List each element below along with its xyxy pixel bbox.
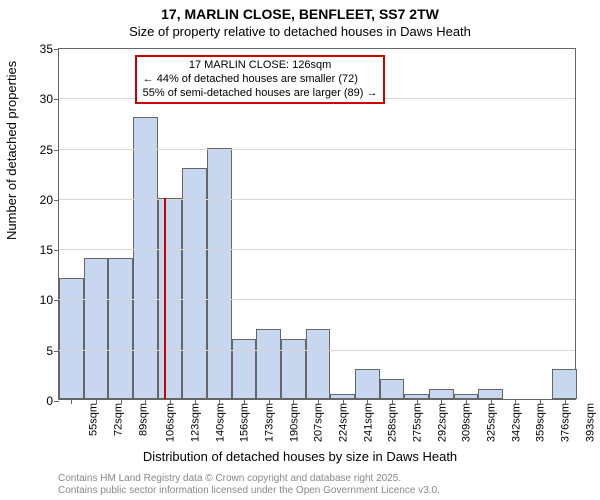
bar — [59, 278, 84, 399]
bar — [380, 379, 405, 399]
footer-line-1: Contains HM Land Registry data © Crown c… — [58, 473, 401, 484]
gridline — [59, 149, 575, 150]
bar — [182, 168, 207, 399]
x-tick-mark — [343, 399, 344, 404]
annotation-line-0: 17 MARLIN CLOSE: 126sqm — [143, 59, 378, 73]
x-tick-mark — [565, 399, 566, 404]
x-tick-mark — [318, 399, 319, 404]
x-tick-mark — [466, 399, 467, 404]
chart-container: 17, MARLIN CLOSE, BENFLEET, SS7 2TW Size… — [0, 0, 600, 500]
x-tick-label: 190sqm — [288, 403, 300, 442]
x-tick-mark — [170, 399, 171, 404]
x-tick-label: 376sqm — [560, 403, 572, 442]
y-tick-label: 0 — [46, 394, 53, 408]
y-tick-mark — [54, 401, 59, 402]
annotation-line-2: 55% of semi-detached houses are larger (… — [143, 87, 378, 101]
x-tick-label: 342sqm — [510, 403, 522, 442]
gridline — [59, 350, 575, 351]
x-tick-mark — [195, 399, 196, 404]
bar — [232, 339, 257, 399]
x-tick-label: 224sqm — [338, 403, 350, 442]
bar — [158, 198, 183, 399]
x-tick-label: 275sqm — [412, 403, 424, 442]
x-tick-mark — [269, 399, 270, 404]
x-tick-label: 72sqm — [113, 403, 125, 436]
x-tick-mark — [293, 399, 294, 404]
y-tick-label: 35 — [40, 42, 53, 56]
x-tick-mark — [491, 399, 492, 404]
marker-line — [164, 198, 166, 399]
x-tick-mark — [145, 399, 146, 404]
x-tick-mark — [515, 399, 516, 404]
x-tick-mark — [71, 399, 72, 404]
x-tick-label: 123sqm — [190, 403, 202, 442]
y-axis-label: Number of detached properties — [4, 61, 19, 240]
x-tick-mark — [244, 399, 245, 404]
x-tick-mark — [417, 399, 418, 404]
y-tick-mark — [54, 49, 59, 50]
x-tick-label: 55sqm — [88, 403, 100, 436]
x-tick-mark — [367, 399, 368, 404]
x-tick-label: 173sqm — [264, 403, 276, 442]
y-tick-label: 25 — [40, 143, 53, 157]
y-tick-mark — [54, 300, 59, 301]
x-tick-mark — [540, 399, 541, 404]
bar — [355, 369, 380, 399]
bar — [133, 117, 158, 399]
x-tick-label: 207sqm — [313, 403, 325, 442]
x-tick-label: 292sqm — [436, 403, 448, 442]
bar — [306, 329, 331, 399]
x-tick-label: 393sqm — [584, 403, 596, 442]
x-tick-mark — [121, 399, 122, 404]
y-tick-mark — [54, 351, 59, 352]
x-tick-label: 258sqm — [387, 403, 399, 442]
x-tick-label: 359sqm — [535, 403, 547, 442]
y-tick-mark — [54, 200, 59, 201]
annotation-box: 17 MARLIN CLOSE: 126sqm ← 44% of detache… — [135, 55, 386, 104]
y-tick-mark — [54, 99, 59, 100]
gridline — [59, 199, 575, 200]
x-tick-mark — [392, 399, 393, 404]
y-tick-mark — [54, 250, 59, 251]
x-tick-mark — [219, 399, 220, 404]
bar — [207, 148, 232, 399]
bar — [429, 389, 454, 399]
x-tick-label: 106sqm — [165, 403, 177, 442]
bar — [108, 258, 133, 399]
y-tick-label: 20 — [40, 193, 53, 207]
annotation-line-1: ← 44% of detached houses are smaller (72… — [143, 73, 378, 87]
chart-title: 17, MARLIN CLOSE, BENFLEET, SS7 2TW — [0, 6, 600, 22]
bar — [281, 339, 306, 399]
x-tick-label: 89sqm — [137, 403, 149, 436]
chart-subtitle: Size of property relative to detached ho… — [0, 24, 600, 39]
x-tick-label: 309sqm — [461, 403, 473, 442]
x-tick-label: 241sqm — [362, 403, 374, 442]
plot-area: 55sqm72sqm89sqm106sqm123sqm140sqm156sqm1… — [58, 48, 576, 400]
x-tick-mark — [441, 399, 442, 404]
y-tick-label: 15 — [40, 243, 53, 257]
x-tick-mark — [96, 399, 97, 404]
footer-line-2: Contains public sector information licen… — [58, 485, 440, 496]
y-tick-label: 5 — [46, 344, 53, 358]
y-tick-label: 10 — [40, 293, 53, 307]
y-tick-label: 30 — [40, 92, 53, 106]
x-tick-label: 325sqm — [486, 403, 498, 442]
bar — [84, 258, 109, 399]
gridline — [59, 249, 575, 250]
bar — [478, 389, 503, 399]
x-tick-label: 156sqm — [239, 403, 251, 442]
x-axis-label: Distribution of detached houses by size … — [0, 449, 600, 464]
y-tick-mark — [54, 150, 59, 151]
bar — [552, 369, 577, 399]
gridline — [59, 299, 575, 300]
x-tick-label: 140sqm — [214, 403, 226, 442]
bar — [256, 329, 281, 399]
